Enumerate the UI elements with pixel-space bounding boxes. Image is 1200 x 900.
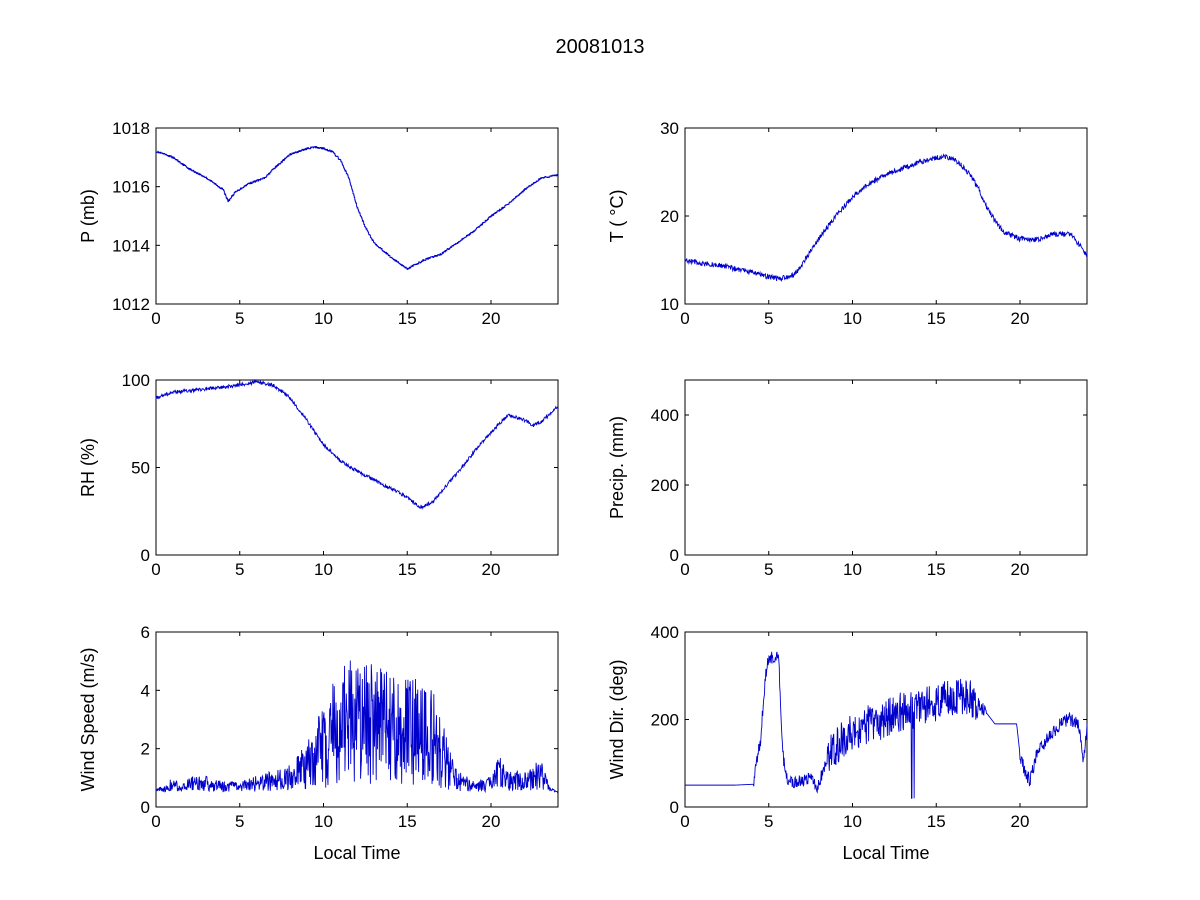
pressure-xtick-label: 10 xyxy=(314,309,333,328)
wind_direction-xtick-label: 5 xyxy=(764,812,773,831)
wind_speed-xlabel: Local Time xyxy=(313,843,400,863)
wind_direction-ylabel: Wind Dir. (deg) xyxy=(607,659,627,779)
humidity-ytick-label: 50 xyxy=(131,459,150,478)
panel-temperature: 0 5 10 15 20 10 20 30 T ( °C) xyxy=(607,119,1088,328)
pressure-xtick-label: 20 xyxy=(482,309,501,328)
precipitation-xtick-label: 0 xyxy=(680,560,689,579)
precipitation-xtick-label: 20 xyxy=(1011,560,1030,579)
humidity-ytick-label: 100 xyxy=(122,371,150,390)
pressure-xtick-label: 15 xyxy=(398,309,417,328)
temperature-plot-area xyxy=(684,127,1088,305)
temperature-series-line xyxy=(684,153,1088,283)
pressure-xtick-label: 5 xyxy=(235,309,244,328)
temperature-ytick-label: 30 xyxy=(660,119,679,138)
temperature-ylabel: T ( °C) xyxy=(607,190,627,243)
humidity-xtick-label: 20 xyxy=(482,560,501,579)
wind_speed-series-line xyxy=(155,660,559,795)
temperature-xtick-label: 15 xyxy=(927,309,946,328)
wind_speed-xtick-label: 0 xyxy=(151,812,160,831)
temperature-xtick-label: 10 xyxy=(843,309,862,328)
wind_speed-xtick-label: 20 xyxy=(482,812,501,831)
pressure-series-line xyxy=(156,146,559,270)
humidity-ytick-label: 0 xyxy=(141,546,150,565)
pressure-ytick-label: 1018 xyxy=(112,119,150,138)
wind_speed-xtick-label: 10 xyxy=(314,812,333,831)
wind_direction-ytick-label: 200 xyxy=(651,711,679,730)
temperature-xtick-label: 20 xyxy=(1011,309,1030,328)
wind_direction-ytick-label: 400 xyxy=(651,623,679,642)
wind_speed-xtick-label: 5 xyxy=(235,812,244,831)
wind_direction-xlabel: Local Time xyxy=(842,843,929,863)
precipitation-xtick-label: 10 xyxy=(843,560,862,579)
pressure-ylabel: P (mb) xyxy=(78,189,98,243)
humidity-plot-area xyxy=(155,379,559,556)
humidity-ylabel: RH (%) xyxy=(78,438,98,497)
wind_speed-ytick-label: 0 xyxy=(141,798,150,817)
wind_speed-ylabel: Wind Speed (m/s) xyxy=(78,647,98,791)
temperature-ytick-label: 20 xyxy=(660,207,679,226)
precipitation-ytick-label: 200 xyxy=(651,476,679,495)
precipitation-ytick-label: 400 xyxy=(651,406,679,425)
humidity-xtick-label: 0 xyxy=(151,560,160,579)
pressure-plot-area xyxy=(155,127,559,305)
wind_direction-ytick-label: 0 xyxy=(670,798,679,817)
wind_speed-ytick-label: 6 xyxy=(141,623,150,642)
precipitation-xtick-label: 5 xyxy=(764,560,773,579)
figure-title: 20081013 xyxy=(556,36,645,58)
humidity-series-line xyxy=(155,378,559,510)
humidity-xtick-label: 15 xyxy=(398,560,417,579)
wind_direction-series-line xyxy=(685,651,1088,799)
precipitation-ylabel: Precip. (mm) xyxy=(607,416,627,519)
panel-wind_speed: 0 5 10 15 20 0 2 4 6 Wind Speed (m/s) Local Time xyxy=(78,623,559,863)
temperature-xtick-label: 5 xyxy=(764,309,773,328)
wind_direction-xtick-label: 10 xyxy=(843,812,862,831)
pressure-ytick-label: 1016 xyxy=(112,178,150,197)
precipitation-plot-area xyxy=(684,379,1088,556)
wind_speed-ytick-label: 4 xyxy=(141,681,150,700)
pressure-ytick-label: 1014 xyxy=(112,236,150,255)
pressure-xtick-label: 0 xyxy=(151,309,160,328)
wind_speed-ytick-label: 2 xyxy=(141,740,150,759)
wind_direction-xtick-label: 20 xyxy=(1011,812,1030,831)
humidity-xtick-label: 5 xyxy=(235,560,244,579)
temperature-ytick-label: 10 xyxy=(660,295,679,314)
panel-pressure: 0 5 10 15 20 1012 1014 1016 1018 P (mb) xyxy=(78,119,559,328)
wind_direction-xtick-label: 15 xyxy=(927,812,946,831)
precipitation-ytick-label: 0 xyxy=(670,546,679,565)
panel-humidity: 0 5 10 15 20 0 50 100 RH (%) xyxy=(78,371,559,579)
wind_speed-xtick-label: 15 xyxy=(398,812,417,831)
wind_direction-xtick-label: 0 xyxy=(680,812,689,831)
precipitation-xtick-label: 15 xyxy=(927,560,946,579)
temperature-xtick-label: 0 xyxy=(680,309,689,328)
humidity-xtick-label: 10 xyxy=(314,560,333,579)
pressure-ytick-label: 1012 xyxy=(112,295,150,314)
